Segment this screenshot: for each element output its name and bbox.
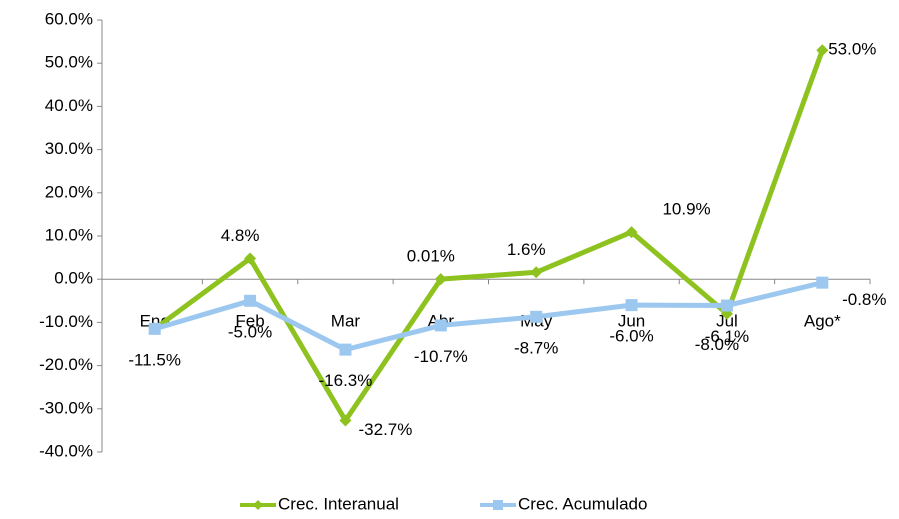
data-label: -16.3% — [319, 371, 373, 390]
data-label: 4.8% — [221, 226, 260, 245]
legend-label: Crec. Acumulado — [518, 494, 647, 513]
data-label: -6.1% — [705, 327, 749, 346]
legend-label: Crec. Interanual — [278, 494, 399, 513]
marker — [339, 414, 352, 427]
data-label: 10.9% — [662, 200, 710, 219]
marker — [434, 319, 447, 332]
y-tick-label: -30.0% — [39, 398, 93, 417]
x-tick-label: Mar — [331, 312, 361, 331]
marker — [625, 226, 638, 239]
marker — [625, 299, 638, 312]
y-tick-label: 50.0% — [45, 53, 93, 72]
marker — [720, 299, 733, 312]
y-tick-label: 60.0% — [45, 9, 93, 28]
data-label: -8.0% — [695, 335, 739, 354]
marker — [244, 294, 257, 307]
x-tick-label: Ago* — [804, 312, 841, 331]
data-label: -5.0% — [228, 322, 272, 341]
y-tick-label: 30.0% — [45, 139, 93, 158]
marker — [339, 343, 352, 356]
legend-marker — [253, 500, 263, 510]
y-tick-label: 40.0% — [45, 96, 93, 115]
x-tick-label: Jun — [618, 312, 645, 331]
data-label: -8.7% — [514, 338, 558, 357]
y-tick-label: 20.0% — [45, 182, 93, 201]
marker — [244, 252, 257, 265]
marker — [148, 322, 161, 335]
marker — [434, 273, 447, 286]
x-tick-label: Jul — [716, 312, 738, 331]
marker — [816, 276, 829, 289]
legend-marker — [493, 500, 503, 510]
data-label: -6.0% — [609, 327, 653, 346]
x-tick-label: Feb — [235, 312, 264, 331]
y-tick-label: -10.0% — [39, 312, 93, 331]
series-line — [153, 49, 825, 423]
data-label: 0.01% — [407, 247, 455, 266]
series-line — [153, 280, 823, 353]
data-label: 1.6% — [507, 240, 546, 259]
data-label: -0.8% — [842, 290, 886, 309]
marker — [816, 44, 829, 57]
marker — [530, 310, 543, 323]
marker — [530, 266, 543, 279]
data-label: -10.7% — [414, 347, 468, 366]
y-tick-label: -20.0% — [39, 355, 93, 374]
y-tick-label: 0.0% — [54, 269, 93, 288]
data-label: -11.5% — [128, 350, 181, 369]
data-label: -32.7% — [359, 420, 413, 439]
y-tick-label: -40.0% — [39, 441, 93, 460]
data-label: 53.0% — [828, 40, 876, 59]
y-tick-label: 10.0% — [45, 225, 93, 244]
